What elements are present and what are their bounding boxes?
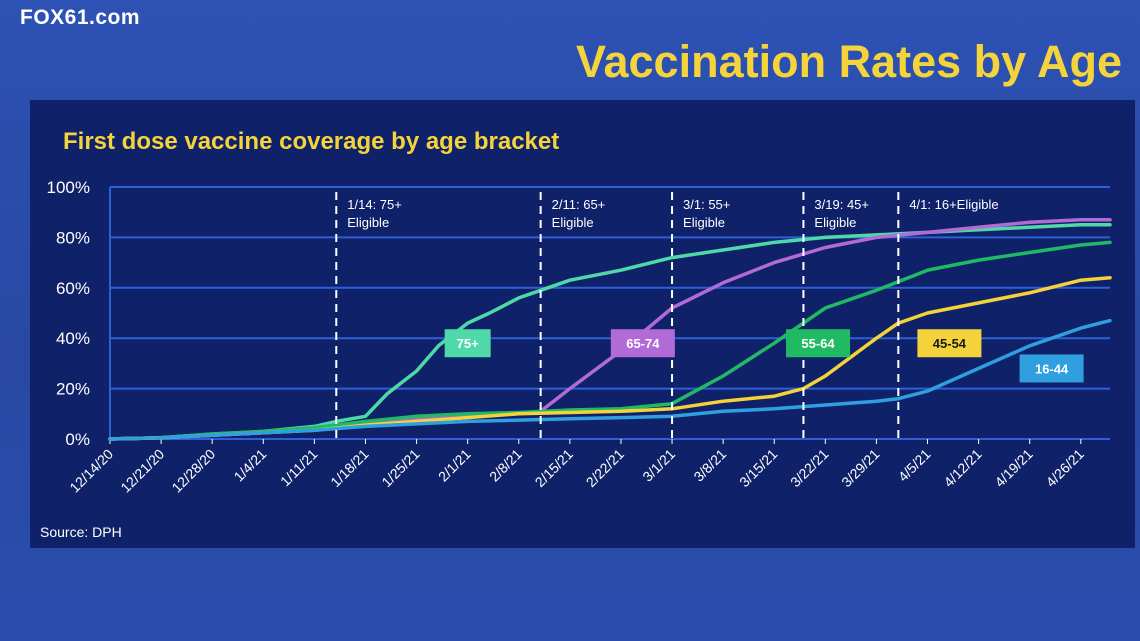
y-tick-label: 60% bbox=[56, 279, 90, 298]
eligibility-annotation: 3/19: 45+ bbox=[814, 197, 869, 212]
x-tick-label: 3/22/21 bbox=[787, 446, 831, 490]
x-tick-label: 3/8/21 bbox=[690, 446, 729, 485]
series-label: 55-64 bbox=[801, 336, 835, 351]
series-label: 16-44 bbox=[1035, 361, 1069, 376]
y-tick-label: 100% bbox=[47, 178, 90, 197]
x-tick-label: 2/22/21 bbox=[583, 446, 627, 490]
series-label-box bbox=[444, 329, 491, 358]
series-label: 75+ bbox=[457, 336, 479, 351]
eligibility-annotation: Eligible bbox=[814, 215, 856, 230]
x-tick-label: 4/19/21 bbox=[991, 446, 1035, 490]
x-tick-label: 1/25/21 bbox=[378, 446, 422, 490]
x-tick-label: 1/11/21 bbox=[277, 446, 321, 490]
chart-panel bbox=[30, 100, 1135, 548]
eligibility-annotation: 4/1: 16+Eligible bbox=[909, 197, 998, 212]
y-tick-label: 20% bbox=[56, 380, 90, 399]
eligibility-annotation: 2/11: 65+ bbox=[552, 197, 606, 212]
series-label-box bbox=[610, 329, 675, 358]
x-tick-label: 4/12/21 bbox=[940, 446, 984, 490]
x-tick-label: 3/1/21 bbox=[639, 446, 678, 485]
x-tick-label: 12/21/20 bbox=[117, 446, 167, 496]
x-tick-label: 3/15/21 bbox=[736, 446, 780, 490]
chart-title: First dose vaccine coverage by age brack… bbox=[63, 128, 560, 155]
x-tick-label: 12/28/20 bbox=[168, 446, 218, 496]
x-tick-label: 4/5/21 bbox=[895, 446, 934, 485]
series-label: 65-74 bbox=[626, 336, 660, 351]
x-tick-label: 4/26/21 bbox=[1043, 446, 1087, 490]
y-tick-label: 40% bbox=[56, 329, 90, 348]
slide-title: Vaccination Rates by Age bbox=[575, 36, 1122, 87]
eligibility-annotation: Eligible bbox=[347, 215, 389, 230]
eligibility-annotation: 3/1: 55+ bbox=[683, 197, 730, 212]
series-label-box bbox=[786, 329, 851, 358]
y-tick-label: 80% bbox=[56, 228, 90, 247]
x-tick-label: 2/1/21 bbox=[435, 446, 474, 485]
source-note: Source: DPH bbox=[40, 524, 122, 540]
eligibility-annotation: 1/14: 75+ bbox=[347, 197, 402, 212]
eligibility-annotation: Eligible bbox=[552, 215, 594, 230]
x-tick-label: 1/18/21 bbox=[327, 446, 371, 490]
x-tick-label: 2/8/21 bbox=[486, 446, 525, 485]
eligibility-annotation: Eligible bbox=[683, 215, 725, 230]
series-label-box bbox=[917, 329, 982, 358]
x-tick-label: 3/29/21 bbox=[838, 446, 882, 490]
y-tick-label: 0% bbox=[65, 430, 90, 449]
series-line bbox=[108, 318, 1112, 441]
brand-logo: FOX61.com bbox=[20, 6, 141, 29]
x-tick-label: 12/14/20 bbox=[66, 446, 116, 496]
x-tick-label: 1/4/21 bbox=[231, 446, 270, 485]
series-label-box bbox=[1019, 354, 1084, 383]
series-label: 45-54 bbox=[933, 336, 967, 351]
x-tick-label: 2/15/21 bbox=[532, 446, 576, 490]
